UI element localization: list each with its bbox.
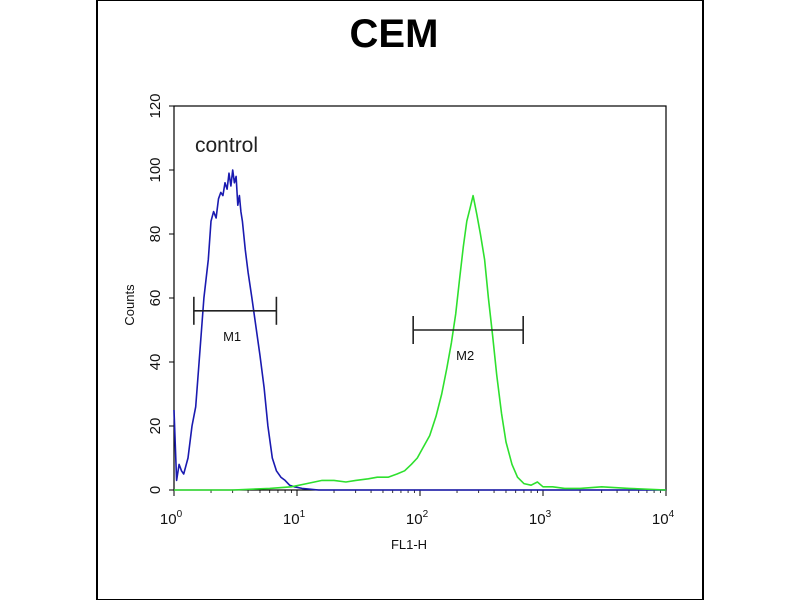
y-tick-label: 60 [147, 290, 164, 307]
x-tick-exponent: 4 [669, 509, 675, 520]
x-tick-label: 100 [160, 509, 183, 528]
y-axis-label: Counts [122, 284, 137, 326]
x-tick-base: 10 [529, 511, 546, 528]
y-tick-label: 40 [147, 354, 164, 371]
marker-label: M1 [223, 329, 241, 344]
control-annotation: control [195, 134, 258, 157]
sample-histogram-line [174, 194, 667, 491]
gate-markers: M1 M2 [193, 296, 524, 363]
x-tick-label: 104 [652, 509, 675, 528]
chart-title: CEM [350, 12, 439, 56]
x-tick-base: 10 [406, 511, 423, 528]
x-tick-exponent: 2 [423, 509, 429, 520]
control-histogram-line [173, 169, 666, 491]
x-tick-exponent: 1 [300, 509, 306, 520]
x-axis-ticks: 100 101 102 103 104 [160, 490, 675, 528]
x-tick-base: 10 [160, 511, 177, 528]
y-tick-label: 120 [147, 93, 164, 118]
series-layer [173, 169, 667, 491]
x-tick-base: 10 [652, 511, 669, 528]
y-axis-ticks: 0 20 40 60 80 100 120 [147, 93, 174, 494]
x-tick-label: 102 [406, 509, 429, 528]
y-tick-label: 80 [147, 226, 164, 243]
x-tick-label: 101 [283, 509, 306, 528]
y-tick-label: 20 [147, 418, 164, 435]
x-axis-label: FL1-H [391, 537, 427, 552]
x-tick-label: 103 [529, 509, 552, 528]
plot-area [173, 105, 667, 491]
x-tick-exponent: 3 [546, 509, 552, 520]
y-tick-label: 100 [147, 157, 164, 182]
x-tick-exponent: 0 [177, 509, 183, 520]
y-tick-label: 0 [147, 486, 164, 494]
marker-label: M2 [456, 348, 474, 363]
x-tick-base: 10 [283, 511, 300, 528]
